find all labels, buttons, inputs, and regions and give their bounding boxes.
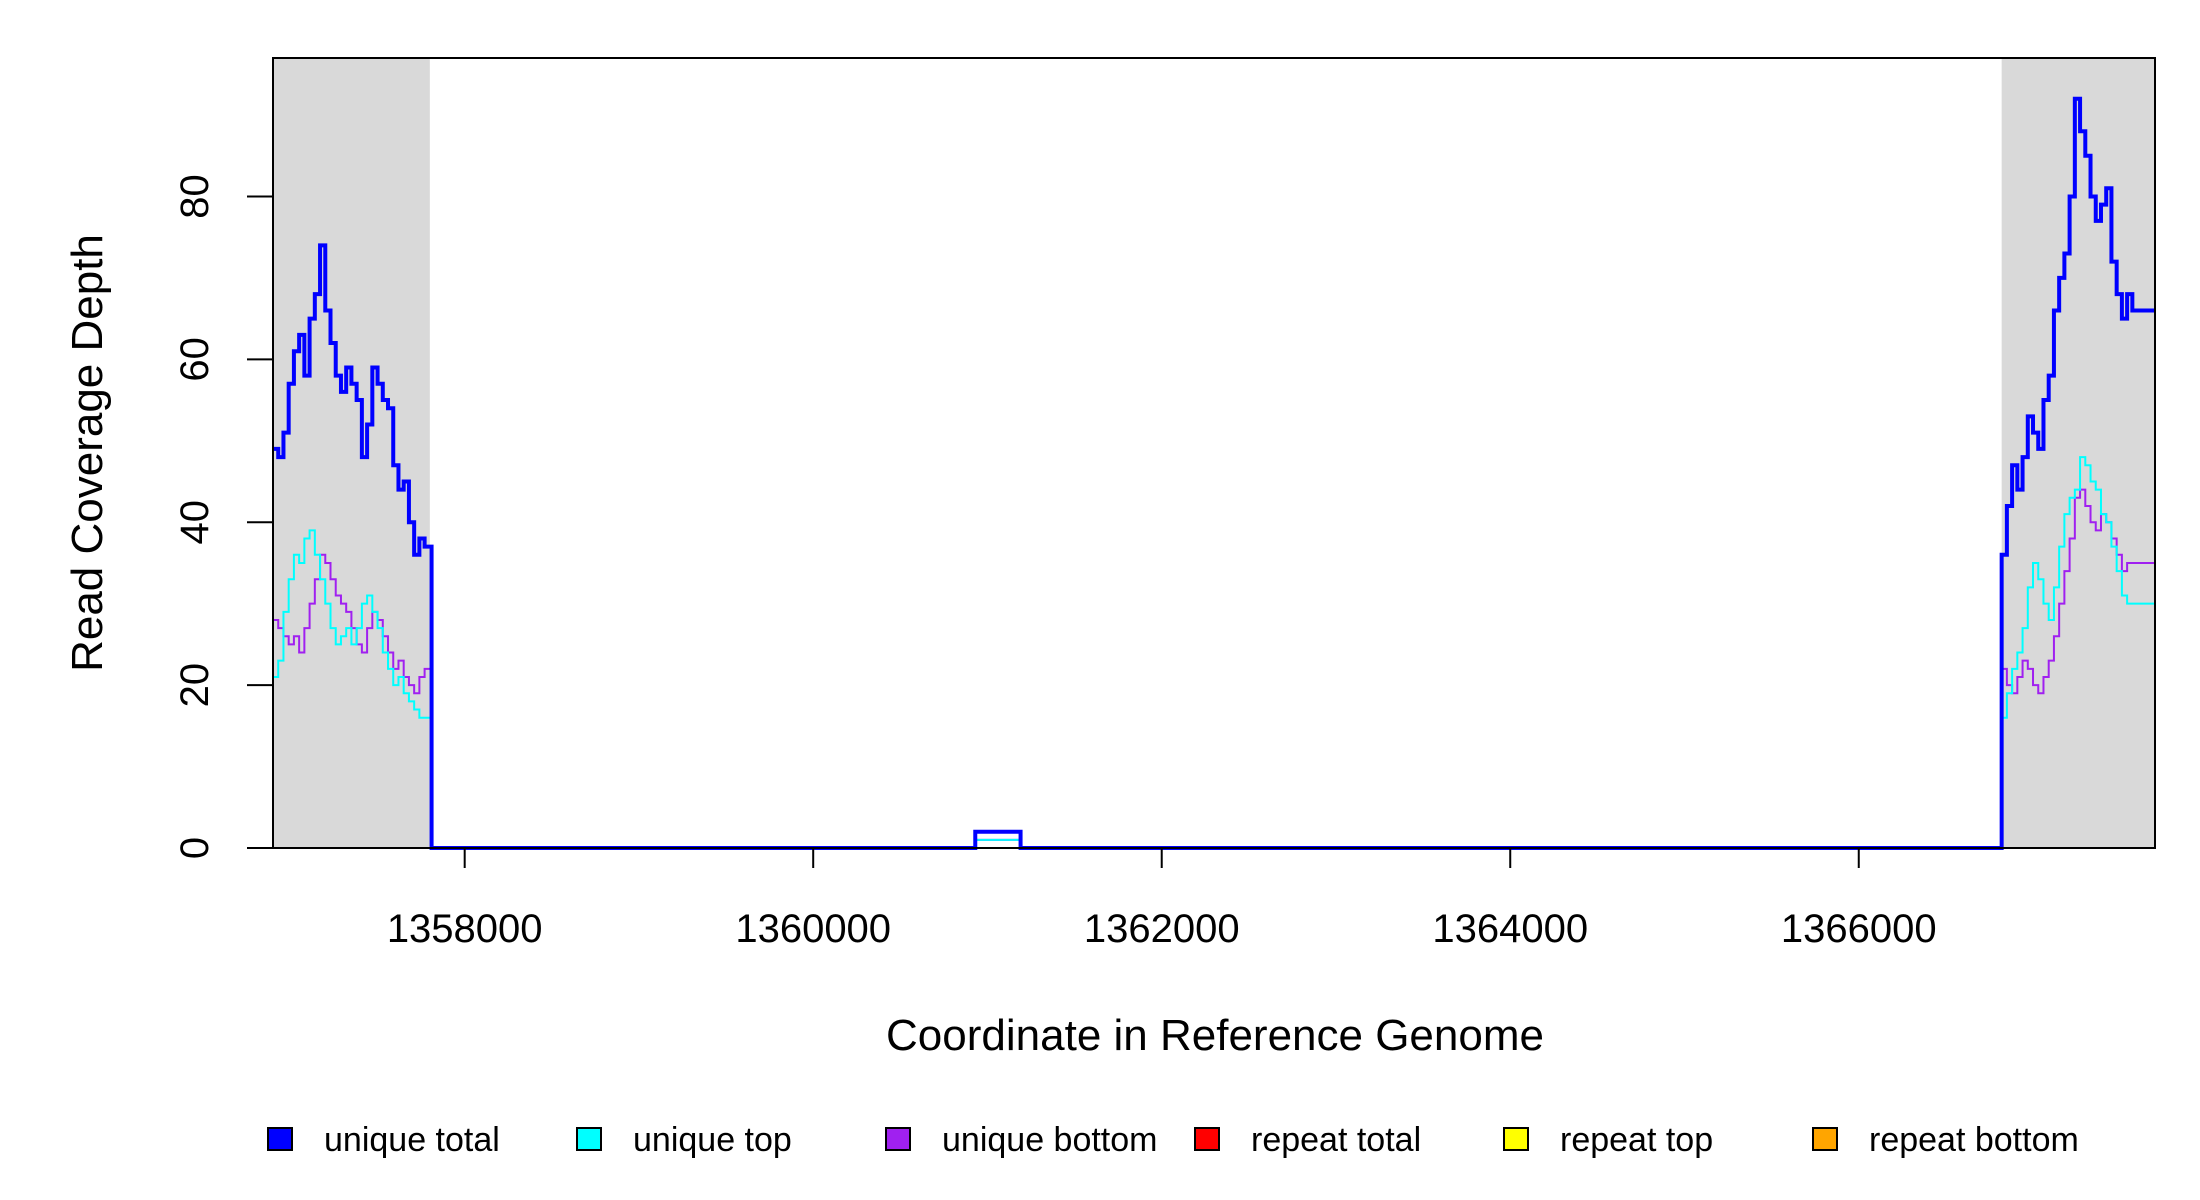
series-line-unique-top	[273, 456, 2155, 849]
legend-label-repeat-top: repeat top	[1560, 1121, 1713, 1159]
legend-label-repeat-total: repeat total	[1251, 1121, 1421, 1159]
series-lines	[273, 96, 2155, 850]
y-tick-label-4: 80	[173, 174, 217, 219]
legend-swatch-repeat-bottom	[1812, 1127, 1838, 1151]
y-axis: 0 20 40 60 80	[173, 174, 273, 859]
legend-swatch-unique-top	[576, 1127, 602, 1151]
plot-frame	[272, 57, 2156, 849]
y-tick-label-1: 20	[173, 663, 217, 708]
y-tick-label-3: 60	[173, 337, 217, 382]
x-axis: 1358000 1360000 1362000 1364000 1366000	[387, 848, 1937, 951]
legend-swatch-repeat-top	[1503, 1127, 1529, 1151]
legend: unique total unique top unique bottom repea…	[267, 1121, 2079, 1159]
shaded-regions	[273, 58, 2155, 848]
x-tick-label-3: 1364000	[1432, 907, 1588, 951]
x-tick-label-4: 1366000	[1781, 907, 1937, 951]
y-axis-title: Read Coverage Depth	[63, 234, 112, 672]
x-tick-label-1: 1360000	[735, 907, 891, 951]
series-line-unique-bottom	[273, 488, 2155, 849]
shaded-region-1	[2001, 58, 2155, 848]
legend-label-unique-total: unique total	[324, 1121, 500, 1159]
y-tick-label-2: 40	[173, 500, 217, 545]
legend-swatch-unique-total	[267, 1127, 293, 1151]
legend-label-unique-bottom: unique bottom	[942, 1121, 1158, 1159]
x-tick-label-0: 1358000	[387, 907, 543, 951]
y-tick-label-0: 0	[173, 837, 217, 859]
legend-swatch-repeat-total	[1194, 1127, 1220, 1151]
shaded-region-0	[273, 58, 430, 848]
legend-label-unique-top: unique top	[633, 1121, 792, 1159]
x-tick-label-2: 1362000	[1084, 907, 1240, 951]
legend-label-repeat-bottom: repeat bottom	[1869, 1121, 2079, 1159]
legend-swatch-unique-bottom	[885, 1127, 911, 1151]
series-line-unique-total	[273, 96, 2155, 850]
x-axis-title: Coordinate in Reference Genome	[886, 1011, 1544, 1060]
